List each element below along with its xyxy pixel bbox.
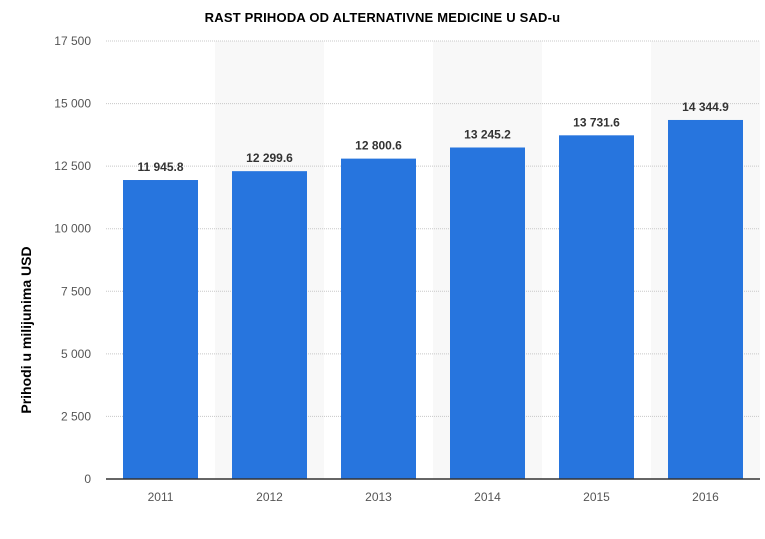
data-label: 13 731.6 <box>573 115 620 129</box>
data-label: 12 299.6 <box>246 151 293 165</box>
y-tick-label: 2 500 <box>61 409 91 423</box>
x-tick-label: 2011 <box>148 490 174 504</box>
x-tick-label: 2015 <box>583 490 610 504</box>
y-tick-label: 5 000 <box>61 347 91 361</box>
chart-title: RAST PRIHODA OD ALTERNATIVNE MEDICINE U … <box>204 10 561 25</box>
data-label: 13 245.2 <box>464 127 511 141</box>
y-tick-label: 10 000 <box>54 222 91 236</box>
bar-2013 <box>341 158 416 479</box>
x-tick-label: 2012 <box>256 490 283 504</box>
y-tick-label: 12 500 <box>54 159 91 173</box>
y-tick-label: 15 000 <box>54 97 91 111</box>
data-label: 11 945.8 <box>137 160 183 174</box>
bar-2012 <box>232 171 307 480</box>
bar-2014 <box>450 147 525 479</box>
data-label: 12 800.6 <box>355 139 402 153</box>
y-tick-label: 7 500 <box>61 284 91 298</box>
data-label: 14 344.9 <box>682 100 729 114</box>
x-tick-label: 2013 <box>365 490 392 504</box>
y-tick-label: 17 500 <box>54 34 91 48</box>
x-tick-label: 2014 <box>474 490 501 504</box>
x-tick-label: 2016 <box>692 490 719 504</box>
y-tick-label: 0 <box>84 472 91 486</box>
bar-2016 <box>668 119 743 479</box>
bar-2011 <box>123 180 198 480</box>
bar-2015 <box>559 135 634 479</box>
